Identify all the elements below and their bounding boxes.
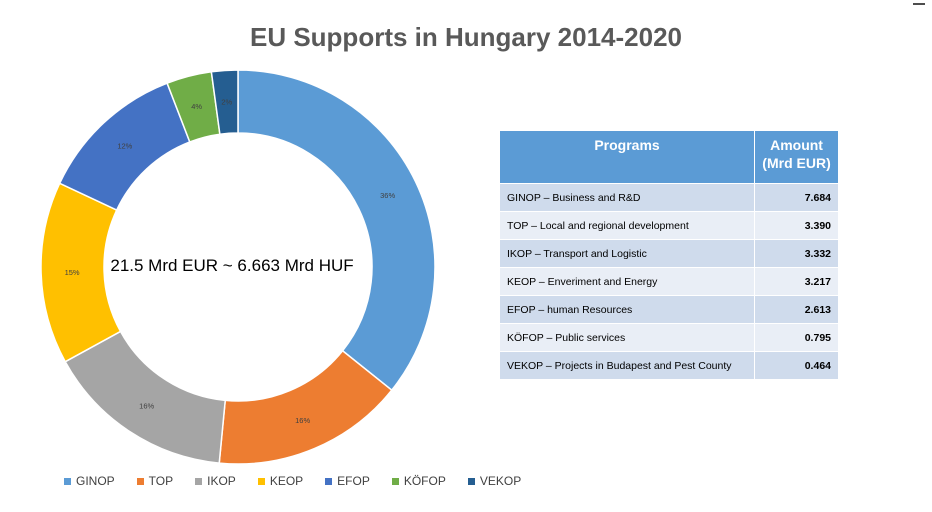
program-cell: VEKOP – Projects in Budapest and Pest Co… xyxy=(498,351,756,380)
table-header-row: Programs Amount (Mrd EUR) xyxy=(498,130,839,184)
donut-slice-ginop xyxy=(237,69,436,392)
legend-swatch xyxy=(391,477,399,485)
program-cell: TOP – Local and regional development xyxy=(498,211,756,240)
legend-swatch xyxy=(136,477,144,485)
chart-title: EU Supports in Hungary 2014-2020 xyxy=(249,22,683,52)
header-amount: Amount (Mrd EUR) xyxy=(754,130,839,184)
data-label-ikop: 16% xyxy=(139,402,154,411)
legend-item-efop: EFOP xyxy=(325,474,370,488)
data-label-ginop: 36% xyxy=(380,191,395,200)
donut-chart: 36% 16% 16% 15% 12% 4% 2% xyxy=(40,69,436,465)
legend-label: IKOP xyxy=(207,474,236,488)
data-label-efop: 12% xyxy=(117,142,132,151)
table-row: TOP – Local and regional development 3.3… xyxy=(498,211,839,240)
amount-cell: 3.390 xyxy=(754,211,839,240)
amount-cell: 7.684 xyxy=(754,183,839,212)
legend-item-top: TOP xyxy=(136,474,174,488)
amount-cell: 2.613 xyxy=(754,295,839,324)
legend-label: EFOP xyxy=(337,474,370,488)
table-row: IKOP – Transport and Logistic 3.332 xyxy=(498,239,839,268)
close-icon[interactable] xyxy=(913,3,925,5)
legend-swatch xyxy=(195,477,203,485)
table-row: KÖFOP – Public services 0.795 xyxy=(498,323,839,352)
legend-item-kofop: KÖFOP xyxy=(391,474,446,488)
legend-label: GINOP xyxy=(76,474,115,488)
donut-slice-ikop xyxy=(64,330,227,464)
legend-item-ikop: IKOP xyxy=(195,474,236,488)
table-row: VEKOP – Projects in Budapest and Pest Co… xyxy=(498,351,839,380)
data-label-vekop: 2% xyxy=(221,97,232,106)
table-row: KEOP – Enveriment and Energy 3.217 xyxy=(498,267,839,296)
header-programs: Programs xyxy=(498,130,756,184)
table-row: EFOP – human Resources 2.613 xyxy=(498,295,839,324)
data-label-top: 16% xyxy=(295,416,310,425)
legend-swatch xyxy=(325,477,333,485)
amount-cell: 0.464 xyxy=(754,351,839,380)
legend-item-keop: KEOP xyxy=(257,474,304,488)
program-cell: KÖFOP – Public services xyxy=(498,323,756,352)
data-label-köfop: 4% xyxy=(191,102,202,111)
legend-label: VEKOP xyxy=(479,474,522,488)
program-cell: IKOP – Transport and Logistic xyxy=(498,239,756,268)
program-cell: EFOP – human Resources xyxy=(498,295,756,324)
legend-swatch xyxy=(257,477,265,485)
legend-label: TOP xyxy=(148,474,174,488)
program-cell: GINOP – Business and R&D xyxy=(498,183,756,212)
legend-item-ginop: GINOP xyxy=(64,474,115,488)
legend-label: KÖFOP xyxy=(403,474,446,488)
amount-cell: 0.795 xyxy=(754,323,839,352)
legend-swatch xyxy=(64,477,71,485)
chart-legend: GINOP TOP IKOP KEOP EFOP KÖFOP VEKOP xyxy=(64,472,543,490)
amount-cell: 3.332 xyxy=(754,239,839,268)
programs-table: Programs Amount (Mrd EUR) GINOP – Busine… xyxy=(498,130,839,380)
program-cell: KEOP – Enveriment and Energy xyxy=(498,267,756,296)
legend-swatch xyxy=(467,477,475,485)
donut-slice-vekop xyxy=(210,69,239,136)
table-row: GINOP – Business and R&D 7.684 xyxy=(498,183,839,212)
legend-item-vekop: VEKOP xyxy=(467,474,522,488)
amount-cell: 3.217 xyxy=(754,267,839,296)
legend-label: KEOP xyxy=(269,474,304,488)
donut-center-label: 21.5 Mrd EUR ~ 6.663 Mrd HUF xyxy=(110,256,354,275)
data-label-keop: 15% xyxy=(65,268,80,277)
